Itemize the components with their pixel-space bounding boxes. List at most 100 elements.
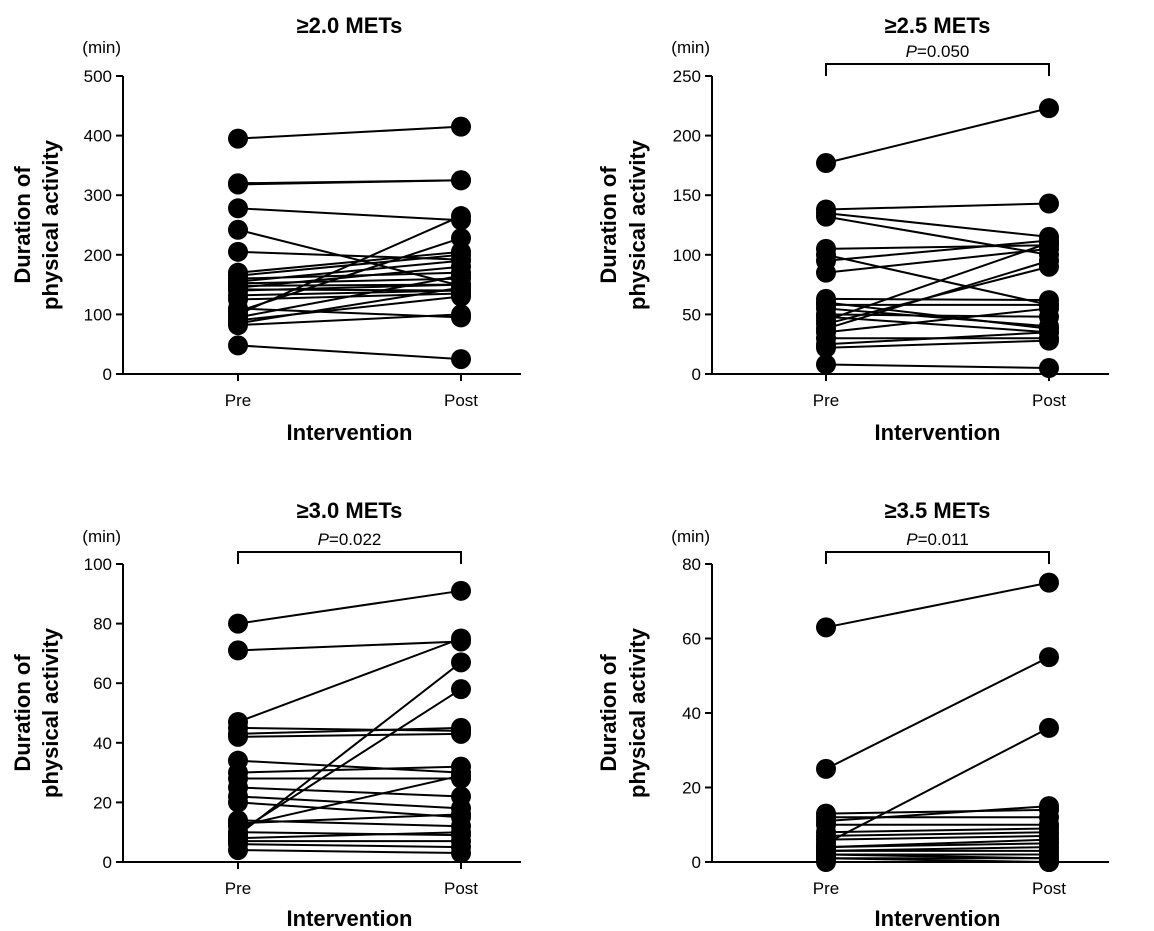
y-tick-label: 20 bbox=[682, 779, 701, 798]
paired-line bbox=[237, 843, 462, 849]
y-tick-label: 0 bbox=[692, 853, 701, 872]
paired-line bbox=[237, 289, 462, 297]
paired-line bbox=[237, 215, 462, 316]
paired-line bbox=[237, 283, 462, 292]
post-point bbox=[451, 304, 471, 325]
pre-point bbox=[816, 852, 836, 872]
pre-point bbox=[228, 726, 248, 747]
post-point bbox=[451, 843, 471, 864]
y-tick-label: 40 bbox=[682, 704, 701, 723]
paired-line bbox=[825, 239, 1050, 262]
paired-line bbox=[237, 286, 462, 325]
post-point bbox=[1039, 298, 1059, 319]
pre-point bbox=[228, 174, 248, 195]
y-tick-label: 500 bbox=[84, 67, 112, 86]
paired-line bbox=[237, 726, 462, 735]
y-axis-label-line2: physical activity bbox=[625, 627, 650, 798]
x-tick-label: Pre bbox=[813, 391, 839, 410]
y-tick-label: 100 bbox=[84, 305, 112, 324]
significance-bracket bbox=[825, 63, 1050, 76]
paired-line bbox=[237, 274, 462, 319]
significance-bracket bbox=[237, 551, 462, 564]
y-tick-label: 60 bbox=[93, 674, 112, 693]
pre-point bbox=[228, 315, 248, 336]
pre-point bbox=[228, 198, 248, 219]
post-point bbox=[1039, 232, 1059, 253]
paired-line bbox=[825, 831, 1050, 837]
paired-line bbox=[825, 241, 1050, 322]
x-tick-label: Post bbox=[1032, 879, 1066, 898]
post-point bbox=[1039, 852, 1059, 872]
y-tick-label: 20 bbox=[93, 793, 112, 812]
paired-line bbox=[825, 212, 1050, 238]
y-tick-label: 0 bbox=[692, 365, 701, 384]
paired-line bbox=[237, 813, 462, 825]
p-value-label: P=0.011 bbox=[906, 530, 969, 549]
y-tick-label: 0 bbox=[103, 365, 112, 384]
p-value-symbol: P bbox=[906, 42, 918, 61]
paired-line bbox=[825, 838, 1050, 849]
y-tick-label: 80 bbox=[93, 615, 112, 634]
paired-line bbox=[237, 250, 462, 274]
paired-line bbox=[825, 215, 1050, 256]
post-point bbox=[451, 679, 471, 700]
paired-line bbox=[825, 834, 1050, 841]
x-axis-label: Intervention bbox=[875, 420, 1001, 445]
paired-line bbox=[237, 688, 462, 834]
x-axis-label: Intervention bbox=[287, 906, 413, 931]
pre-point bbox=[816, 758, 836, 779]
chart-panel-3: ≥3.0 METs (min) Duration of physical activi… bbox=[10, 498, 521, 931]
y-tick-label: 250 bbox=[673, 67, 701, 86]
post-point bbox=[451, 765, 471, 786]
p-value-number: =0.050 bbox=[917, 42, 969, 61]
y-tick-label: 200 bbox=[673, 127, 701, 146]
x-tick-label: Post bbox=[1032, 391, 1066, 410]
x-tick-label: Pre bbox=[813, 879, 839, 898]
post-point bbox=[1039, 193, 1059, 214]
paired-line bbox=[237, 795, 462, 810]
paired-line bbox=[237, 277, 462, 285]
paired-line bbox=[237, 774, 462, 828]
x-tick-label: Pre bbox=[225, 879, 251, 898]
pre-point bbox=[228, 241, 248, 262]
post-point bbox=[1039, 647, 1059, 668]
paired-line bbox=[237, 732, 462, 738]
paired-line bbox=[237, 831, 462, 837]
paired-line bbox=[825, 244, 1050, 250]
pre-point bbox=[228, 128, 248, 149]
y-tick-label: 200 bbox=[84, 246, 112, 265]
chart-panel-1: ≥2.0 METs (min) Duration of physical activi… bbox=[10, 13, 521, 445]
chart-title: ≥2.0 METs bbox=[297, 13, 403, 38]
post-point bbox=[451, 349, 471, 370]
p-value-symbol: P bbox=[906, 530, 918, 549]
y-axis-label-line1: Duration of bbox=[10, 166, 35, 284]
y-tick-label: 80 bbox=[682, 555, 701, 574]
post-point bbox=[451, 652, 471, 673]
pre-point bbox=[816, 262, 836, 283]
post-point bbox=[451, 580, 471, 601]
paired-line bbox=[237, 207, 462, 222]
paired-line bbox=[237, 765, 462, 774]
y-tick-label: 400 bbox=[84, 127, 112, 146]
paired-line bbox=[237, 726, 462, 732]
paired-line bbox=[237, 640, 462, 652]
paired-line bbox=[237, 228, 462, 287]
y-axis-label-line2: physical activity bbox=[38, 139, 63, 310]
pre-point bbox=[228, 613, 248, 634]
x-tick-label: Pre bbox=[225, 391, 251, 410]
y-tick-label: 150 bbox=[673, 186, 701, 205]
y-tick-label: 40 bbox=[93, 734, 112, 753]
paired-line bbox=[237, 179, 462, 186]
paired-line bbox=[237, 237, 462, 313]
post-point bbox=[1039, 572, 1059, 593]
paired-line bbox=[825, 331, 1050, 346]
paired-line bbox=[825, 107, 1050, 164]
y-tick-label: 100 bbox=[673, 246, 701, 265]
p-value-number: =0.011 bbox=[918, 530, 969, 549]
p-value-number: =0.022 bbox=[329, 530, 381, 549]
y-tick-label: 50 bbox=[682, 305, 701, 324]
pre-point bbox=[228, 840, 248, 861]
y-unit-label: (min) bbox=[82, 527, 121, 546]
y-tick-label: 300 bbox=[84, 186, 112, 205]
